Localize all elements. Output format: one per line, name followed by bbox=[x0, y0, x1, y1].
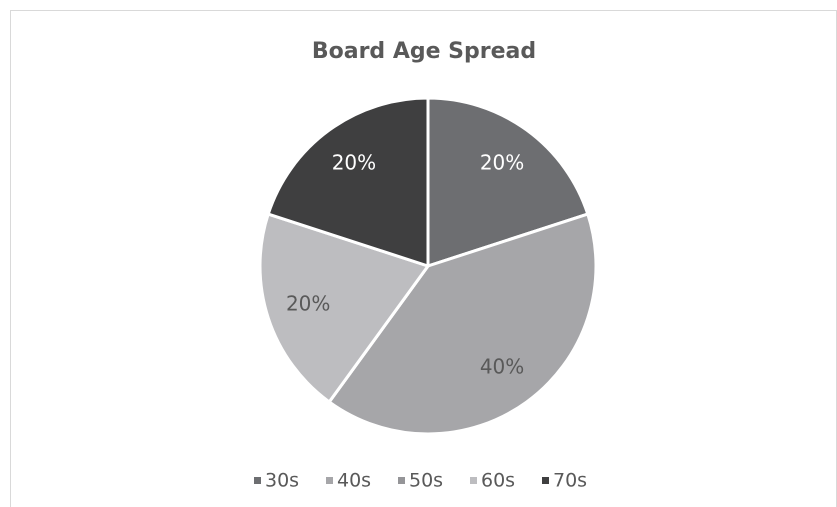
legend-label: 70s bbox=[553, 470, 587, 492]
pie-slice bbox=[258, 212, 430, 404]
legend-label: 40s bbox=[337, 470, 371, 492]
pie-slice bbox=[327, 212, 598, 436]
data-label: 20% bbox=[332, 151, 376, 175]
legend-swatch bbox=[542, 477, 549, 484]
legend-swatch bbox=[254, 477, 261, 484]
legend-swatch bbox=[398, 477, 405, 484]
data-label: 20% bbox=[480, 151, 524, 175]
legend-label: 60s bbox=[481, 470, 515, 492]
data-label: 20% bbox=[286, 291, 330, 315]
data-label: 40% bbox=[480, 354, 524, 378]
legend-label: 30s bbox=[265, 470, 299, 492]
pie-slice bbox=[426, 96, 590, 268]
legend-label: 50s bbox=[409, 470, 443, 492]
legend-swatch bbox=[470, 477, 477, 484]
pie-slice bbox=[266, 96, 430, 268]
legend-swatch bbox=[326, 477, 333, 484]
chart-title: Board Age Spread bbox=[312, 39, 536, 64]
